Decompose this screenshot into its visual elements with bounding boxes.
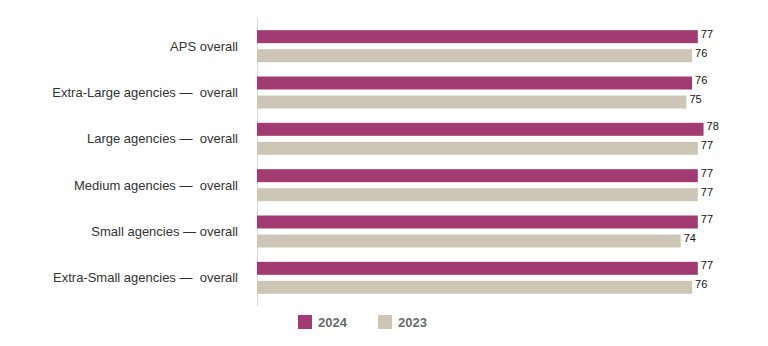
data-label: 77 [701,28,713,40]
data-label: 75 [689,93,701,105]
category-label: Small agencies — overall [91,224,238,239]
category-label: Extra-Small agencies — overall [53,270,238,285]
bars [257,30,704,294]
bar [257,96,686,109]
bar [257,262,698,275]
bar [257,123,704,136]
bar [257,142,698,155]
category-labels: APS overall Extra-Large agencies — overal… [52,39,238,286]
category-label: Large agencies — overall [87,131,238,146]
category-label: Medium agencies — overall [74,178,238,193]
data-label: 77 [701,213,713,225]
category-label: APS overall [170,39,238,54]
category-label: Extra-Large agencies — overall [52,85,238,100]
data-label: 76 [695,47,707,59]
legend-label: 2024 [318,315,348,330]
bar [257,281,692,294]
data-label: 77 [701,186,713,198]
bar [257,188,698,201]
bar [257,77,692,90]
data-labels: 77 76 76 75 78 77 77 77 77 74 77 76 [684,28,719,291]
legend: 2024 2023 [298,315,427,330]
bar [257,169,698,182]
bar [257,30,698,43]
chart: 77 76 76 75 78 77 77 77 77 74 77 76 APS overall Extra… [0,0,768,346]
legend-swatch [378,315,392,329]
data-label: 76 [695,278,707,290]
data-label: 77 [701,167,713,179]
data-label: 77 [701,259,713,271]
data-label: 77 [701,139,713,151]
data-label: 74 [684,232,696,244]
bar [257,235,681,248]
data-label: 76 [695,74,707,86]
legend-label: 2023 [398,315,427,330]
bar [257,49,692,62]
bar [257,216,698,229]
data-label: 78 [707,120,719,132]
legend-swatch [298,315,312,329]
